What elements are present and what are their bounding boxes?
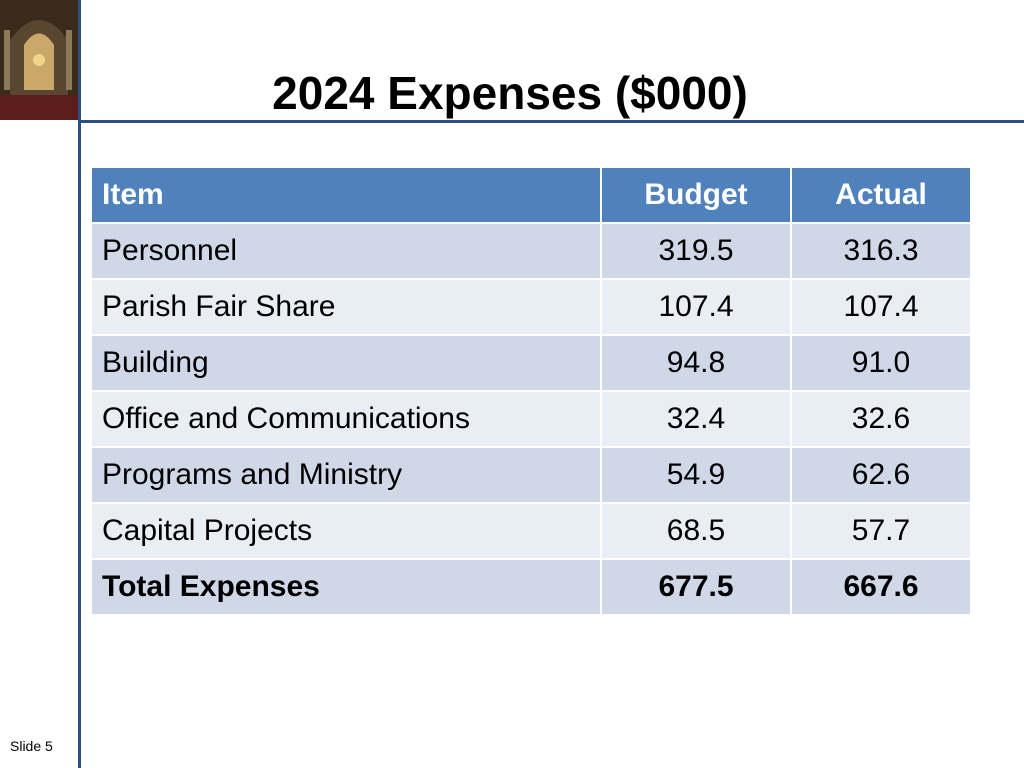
table-cell: 32.4 (600, 390, 792, 448)
table-cell: 667.6 (790, 558, 972, 616)
table-row: Parish Fair Share 107.4 107.4 (90, 278, 972, 336)
table-cell: Parish Fair Share (90, 278, 602, 336)
table-cell: 62.6 (790, 446, 972, 504)
table-cell: 107.4 (600, 278, 792, 336)
table-cell: Building (90, 334, 602, 392)
divider-vertical (78, 0, 81, 768)
table-row: Item Budget Actual (90, 166, 972, 224)
table-cell: Actual (790, 166, 972, 224)
table-cell: 677.5 (600, 558, 792, 616)
slide-number: Slide 5 (10, 738, 53, 754)
table-cell: 316.3 (790, 222, 972, 280)
divider-horizontal (78, 120, 1024, 123)
table-cell: 319.5 (600, 222, 792, 280)
table-cell: Capital Projects (90, 502, 602, 560)
church-photo (0, 0, 78, 120)
table-cell: 91.0 (790, 334, 972, 392)
table-cell: Office and Communications (90, 390, 602, 448)
table-row: Capital Projects 68.5 57.7 (90, 502, 972, 560)
table-cell: Item (90, 166, 602, 224)
table-cell: 107.4 (790, 278, 972, 336)
table-cell: Budget (600, 166, 792, 224)
table-cell: Total Expenses (90, 558, 602, 616)
table-row: Building 94.8 91.0 (90, 334, 972, 392)
expenses-table: Item Budget Actual Personnel 319.5 316.3 Paris… (90, 166, 972, 616)
table-row: Office and Communications 32.4 32.6 (90, 390, 972, 448)
table-cell: 57.7 (790, 502, 972, 560)
slide-title: 2024 Expenses ($000) (272, 67, 748, 119)
table-cell: 68.5 (600, 502, 792, 560)
table-cell: 32.6 (790, 390, 972, 448)
table-cell: 94.8 (600, 334, 792, 392)
table-row: Personnel 319.5 316.3 (90, 222, 972, 280)
table-row: Programs and Ministry 54.9 62.6 (90, 446, 972, 504)
table-row: Total Expenses 677.5 667.6 (90, 558, 972, 616)
table-cell: Personnel (90, 222, 602, 280)
table-cell: Programs and Ministry (90, 446, 602, 504)
table-cell: 54.9 (600, 446, 792, 504)
